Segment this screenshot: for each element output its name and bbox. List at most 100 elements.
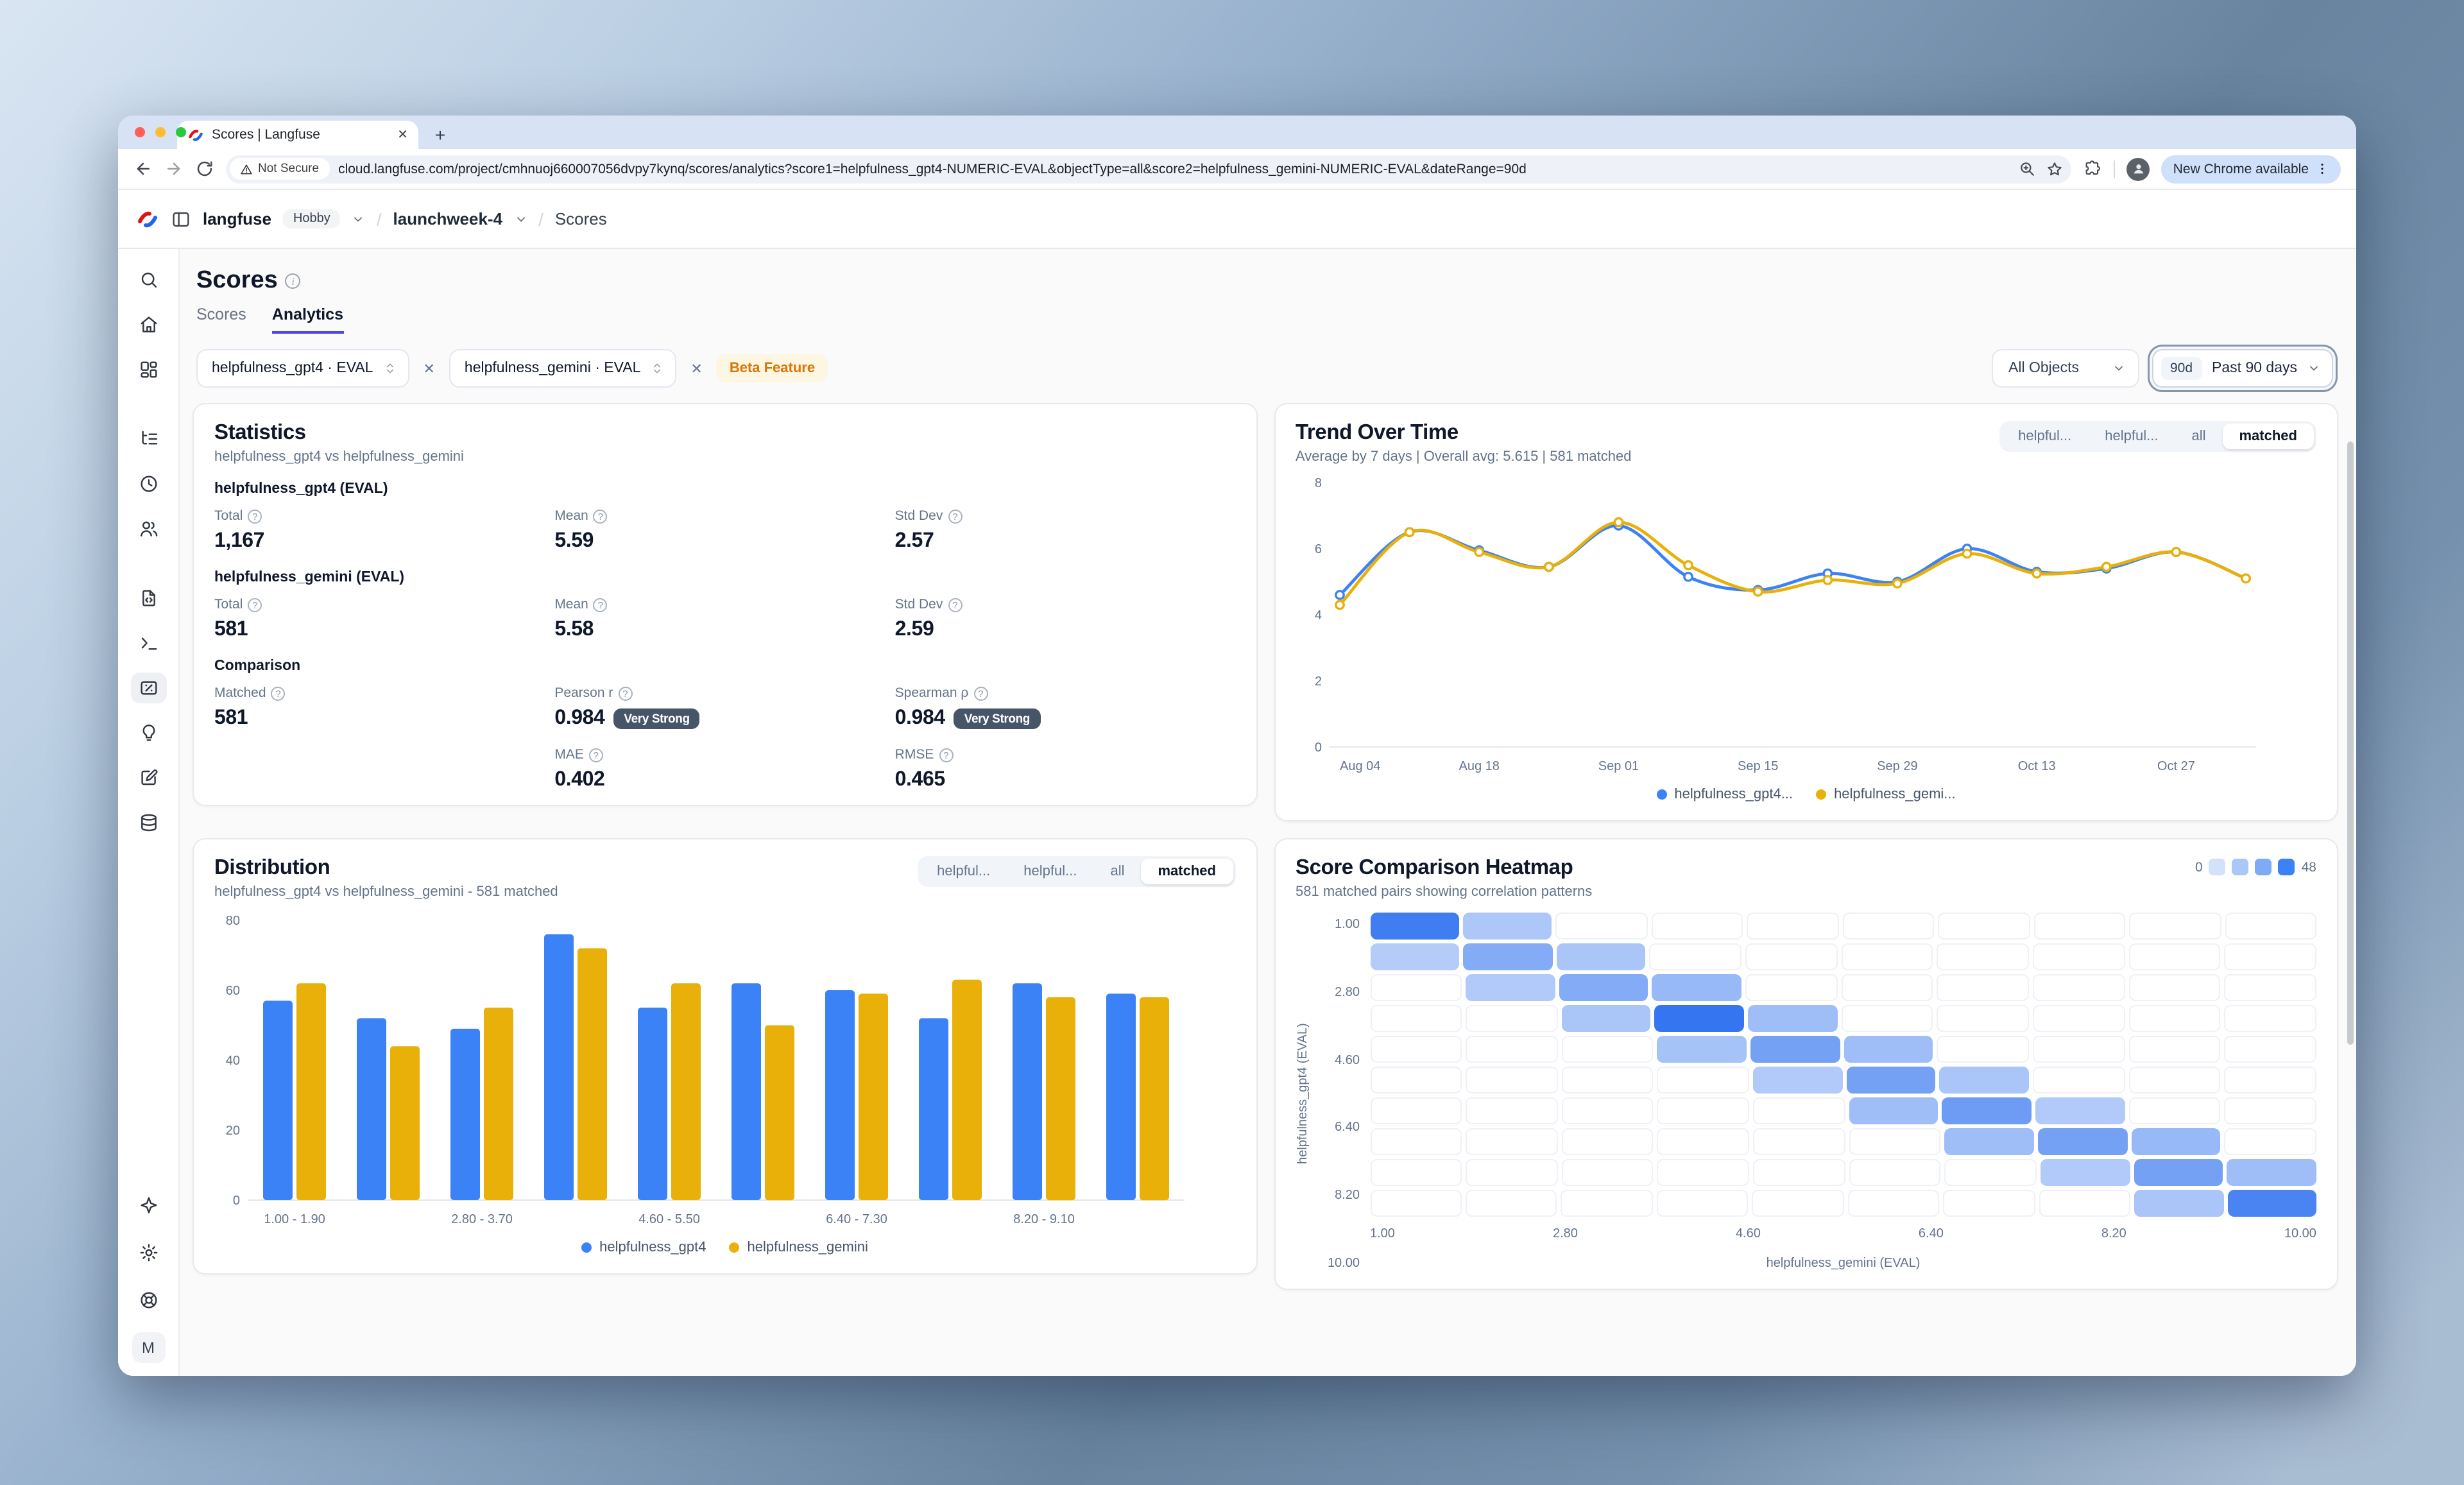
sidebar-item-playground[interactable] <box>130 628 166 658</box>
score1-select[interactable]: helpfulness_gpt4 · EVAL <box>196 349 409 388</box>
toggle-option-score2[interactable]: helpful... <box>1023 864 1077 879</box>
stat-cell: RMSE? 0.465 <box>895 747 1235 792</box>
heatmap-cell <box>2224 1097 2317 1124</box>
score2-clear-icon[interactable]: ✕ <box>690 361 703 377</box>
sidebar-item-support[interactable] <box>130 1285 166 1316</box>
scale-swatch-2 <box>2232 859 2249 875</box>
sidebar-item-settings[interactable] <box>130 1237 166 1268</box>
toggle-option-score1[interactable]: helpful... <box>937 864 991 879</box>
scrollbar-thumb[interactable] <box>2347 442 2354 1045</box>
browser-toolbar: Not Secure cloud.langfuse.com/project/cm… <box>118 149 2356 190</box>
help-icon[interactable]: ? <box>271 686 286 700</box>
toggle-option-score2[interactable]: helpful... <box>2105 429 2159 444</box>
kebab-menu-icon[interactable] <box>2315 162 2329 176</box>
toggle-option-matched[interactable]: matched <box>1141 859 1233 884</box>
sidebar-item-users[interactable] <box>130 513 166 544</box>
browser-profile-avatar[interactable] <box>2126 157 2150 180</box>
sidebar-item-prompts[interactable] <box>130 583 166 614</box>
heatmap-cell <box>2134 1159 2223 1186</box>
help-icon[interactable]: ? <box>248 509 262 523</box>
heatmap-cell <box>1748 1005 1838 1032</box>
data-point <box>1613 517 1623 528</box>
sidebar-item-search[interactable] <box>130 264 166 295</box>
object-type-select[interactable]: All Objects <box>1992 349 2139 388</box>
x-tick: 10.00 <box>2284 1227 2316 1241</box>
stat-section: Comparison Matched? 581 Pearson r? 0.984 Very… <box>214 658 1235 792</box>
heatmap-cell <box>1657 1067 1750 1094</box>
security-chip[interactable]: Not Secure <box>230 158 330 180</box>
reload-icon[interactable] <box>195 159 214 178</box>
zoom-icon[interactable] <box>2019 160 2036 177</box>
sidebar-item-sessions[interactable] <box>130 468 166 499</box>
help-icon[interactable]: ? <box>618 686 633 700</box>
sidebar-item-dashboard[interactable] <box>130 354 166 385</box>
legend-item: helpfulness_gpt4 <box>581 1240 706 1255</box>
maximize-window-button[interactable] <box>176 127 186 137</box>
window-controls[interactable] <box>135 127 186 137</box>
help-icon[interactable]: ? <box>948 509 963 523</box>
distribution-bar-chart: 80 60 40 20 0 1.00 - 1.90 2.80 - 3.70 4.60 - 5.… <box>214 907 1235 1237</box>
help-icon[interactable]: ? <box>939 748 954 762</box>
org-chevron-down-icon[interactable] <box>352 212 365 225</box>
address-bar[interactable]: Not Secure cloud.langfuse.com/project/cm… <box>226 155 2072 183</box>
close-window-button[interactable] <box>135 127 145 137</box>
x-tick: 6.40 <box>1918 1227 1944 1241</box>
sidebar-item-insights[interactable] <box>130 717 166 748</box>
langfuse-favicon <box>189 129 203 141</box>
sidebar-item-scores[interactable] <box>130 673 166 703</box>
forward-icon[interactable] <box>164 159 184 178</box>
minimize-window-button[interactable] <box>155 127 166 137</box>
browser-tab[interactable]: Scores | Langfuse ✕ <box>177 121 418 149</box>
help-icon[interactable]: ? <box>593 509 608 523</box>
toggle-option-all[interactable]: all <box>2191 429 2206 444</box>
toggle-option-matched[interactable]: matched <box>2222 424 2314 449</box>
sidebar-toggle-icon[interactable] <box>171 209 191 229</box>
heatmap-row <box>1370 974 2317 1001</box>
bar <box>450 1029 480 1200</box>
help-icon[interactable]: ? <box>973 686 988 700</box>
help-icon[interactable]: ? <box>593 597 608 612</box>
org-name[interactable]: langfuse <box>203 209 271 228</box>
help-icon[interactable]: ? <box>948 597 963 612</box>
score2-select[interactable]: helpfulness_gemini · EVAL <box>449 349 677 388</box>
tab-scores[interactable]: Scores <box>196 305 246 323</box>
heatmap-grid <box>1370 913 2317 1217</box>
project-name[interactable]: launchweek-4 <box>393 209 503 228</box>
sidebar-item-sparkles[interactable] <box>130 1190 166 1221</box>
legend-item: helpfulness_gemini <box>729 1240 868 1255</box>
heatmap-cell <box>1370 1005 1462 1032</box>
new-tab-button[interactable]: + <box>434 124 446 145</box>
score1-clear-icon[interactable]: ✕ <box>423 361 435 377</box>
toggle-option-score1[interactable]: helpful... <box>2018 429 2072 444</box>
bookmark-star-icon[interactable] <box>2046 160 2064 178</box>
strength-badge: Very Strong <box>954 708 1040 729</box>
heatmap-cell <box>2224 1005 2317 1032</box>
stat-value: 581 <box>214 707 248 729</box>
stat-value: 2.57 <box>894 530 934 552</box>
sidebar-item-annotation[interactable] <box>130 762 166 793</box>
sidebar-item-home[interactable] <box>130 309 166 340</box>
sidebar-item-datasets[interactable] <box>130 807 166 838</box>
help-icon[interactable]: ? <box>248 597 262 612</box>
svg-text:Aug 04: Aug 04 <box>1339 759 1380 773</box>
heatmap-cell <box>2128 1097 2221 1124</box>
data-point <box>1752 587 1763 597</box>
extensions-icon[interactable] <box>2083 159 2103 178</box>
user-avatar[interactable]: M <box>132 1332 165 1363</box>
date-range-select[interactable]: 90d Past 90 days <box>2152 349 2333 388</box>
tab-analytics[interactable]: Analytics <box>271 305 343 334</box>
info-icon[interactable]: i <box>285 273 301 289</box>
legend-dot <box>729 1242 740 1253</box>
tab-close-icon[interactable]: ✕ <box>397 128 408 142</box>
help-icon[interactable]: ? <box>588 748 603 762</box>
data-point <box>2240 573 2250 584</box>
heatmap-cell <box>1466 1128 1558 1155</box>
project-chevron-down-icon[interactable] <box>514 212 527 225</box>
heatmap-cell <box>2033 974 2125 1001</box>
sidebar-item-tracing[interactable] <box>130 424 166 454</box>
back-icon[interactable] <box>133 159 153 178</box>
heatmap-row <box>1370 943 2317 970</box>
chrome-update-button[interactable]: New Chrome available <box>2161 155 2341 183</box>
data-point <box>1682 571 1693 582</box>
toggle-option-all[interactable]: all <box>1110 864 1125 879</box>
